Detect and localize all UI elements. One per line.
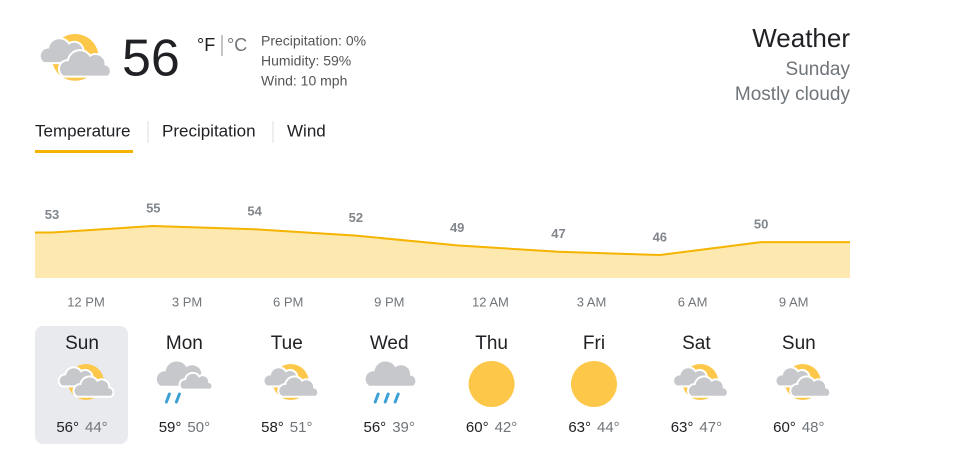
rain-drop <box>174 392 181 404</box>
day-icon <box>774 364 832 400</box>
temperature-area <box>35 226 850 278</box>
temperature-line <box>35 224 850 257</box>
temperature-label: 55 <box>146 200 160 215</box>
day-name: Sun <box>782 333 816 354</box>
day-icon <box>262 364 320 400</box>
low-temp: 51° <box>290 419 313 436</box>
high-temp: 60° <box>773 419 796 436</box>
detail: Humidity: 59% <box>261 53 351 69</box>
day-name: Wed <box>370 333 409 354</box>
temperature-label: 53 <box>45 207 59 222</box>
title: Weather <box>752 23 850 53</box>
low-temp: 44° <box>85 419 108 436</box>
current-icon <box>38 34 112 81</box>
detail: Precipitation: 0% <box>261 33 366 49</box>
cloud <box>363 359 418 388</box>
unit-c[interactable]: °C <box>227 35 247 55</box>
cloud <box>277 375 320 398</box>
rain-drop <box>164 392 171 404</box>
unit-f[interactable]: °F <box>197 35 215 55</box>
temperature-label: 52 <box>349 210 363 225</box>
cloud <box>789 375 832 398</box>
high-temp: 59° <box>159 419 182 436</box>
temperature-label: 47 <box>551 226 565 241</box>
sun <box>468 361 515 407</box>
detail: Wind: 10 mph <box>261 73 347 89</box>
time-label: 12 AM <box>472 294 509 309</box>
temperature-label: 46 <box>653 229 667 244</box>
low-temp: 39° <box>392 419 415 436</box>
rain-drop <box>383 392 390 404</box>
day-name: Mon <box>166 333 203 354</box>
day-icon <box>571 361 617 407</box>
day: Sunday <box>786 59 851 80</box>
cloud <box>57 49 112 78</box>
tab[interactable]: Temperature <box>35 121 130 140</box>
day-name: Thu <box>475 333 508 354</box>
high-temp: 56° <box>56 419 79 436</box>
tab[interactable]: Precipitation <box>162 121 256 140</box>
high-temp: 56° <box>364 419 387 436</box>
day-name: Tue <box>271 333 303 354</box>
high-temp: 63° <box>671 419 694 436</box>
time-label: 6 AM <box>678 294 708 309</box>
low-temp: 47° <box>699 419 722 436</box>
current-temperature: 56 <box>122 30 180 88</box>
day-icon <box>154 359 214 404</box>
low-temp: 50° <box>187 419 210 436</box>
tab[interactable]: Wind <box>287 121 326 140</box>
day-name: Sat <box>682 333 711 354</box>
day-icon <box>672 364 729 400</box>
day-icon <box>57 364 115 400</box>
cloud <box>178 371 214 391</box>
high-temp: 58° <box>261 419 284 436</box>
condition: Mostly cloudy <box>735 84 851 105</box>
low-temp: 48° <box>802 419 825 436</box>
time-label: 9 PM <box>374 294 404 309</box>
time-label: 12 PM <box>67 294 105 309</box>
rain-drop <box>393 392 400 404</box>
high-temp: 63° <box>568 419 591 436</box>
time-label: 3 AM <box>577 294 607 309</box>
rain-drop <box>373 392 380 404</box>
high-temp: 60° <box>466 419 489 436</box>
day-name: Fri <box>583 333 605 354</box>
temperature-label: 49 <box>450 220 464 235</box>
day-name: Sun <box>65 333 99 354</box>
day-icon <box>468 361 515 407</box>
tab-underline <box>35 150 133 153</box>
temperature-label: 54 <box>247 204 262 219</box>
low-temp: 42° <box>495 419 518 436</box>
time-label: 6 PM <box>273 294 303 309</box>
time-label: 3 PM <box>172 294 202 309</box>
sun <box>571 361 617 407</box>
day-icon <box>363 359 418 404</box>
cloud <box>72 375 115 398</box>
temperature-label: 50 <box>754 217 768 232</box>
cloud <box>686 375 729 398</box>
time-label: 9 AM <box>779 294 809 309</box>
low-temp: 44° <box>597 419 620 436</box>
